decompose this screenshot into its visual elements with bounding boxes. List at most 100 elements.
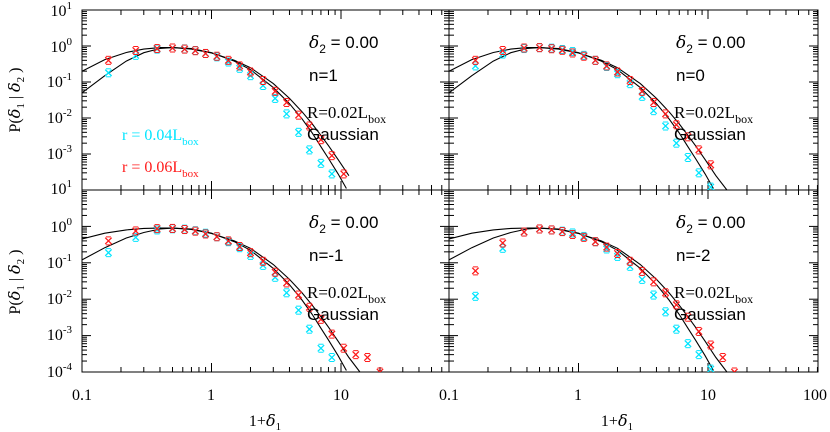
data-point	[649, 277, 658, 287]
data-point	[535, 224, 544, 234]
filter-label: Gaussian	[674, 305, 746, 324]
r-label: R=0.02Lbox	[307, 283, 386, 306]
data-point	[672, 300, 681, 310]
data-point	[695, 350, 703, 360]
data-point	[282, 109, 291, 119]
data-point	[153, 44, 161, 54]
data-point	[638, 274, 646, 284]
data-point	[282, 97, 291, 107]
y-tick-label: 100	[51, 216, 73, 236]
data-point	[471, 55, 480, 65]
x-tick-label: 10	[333, 387, 349, 404]
data-point	[558, 227, 566, 237]
data-point	[104, 248, 113, 258]
panel-frame	[448, 9, 819, 191]
data-point	[213, 232, 221, 242]
panel-ticks	[81, 9, 449, 191]
x-tick-label: 0.1	[439, 387, 459, 404]
data-point	[520, 43, 528, 53]
y-tick-label: 101	[51, 0, 73, 20]
y-tick-label: 101	[51, 178, 73, 198]
data-point	[328, 329, 336, 339]
data-point	[271, 86, 279, 96]
data-point	[246, 67, 255, 77]
filter-label: Gaussian	[307, 125, 379, 144]
data-point	[661, 121, 670, 131]
data-point	[707, 340, 715, 350]
data-point	[568, 229, 577, 239]
y-tick-label: 10-3	[47, 324, 73, 344]
data-point	[259, 76, 267, 86]
x-tick-label: 1	[207, 387, 215, 404]
panel-frame	[81, 189, 450, 373]
data-point	[568, 48, 577, 58]
delta2-label: δ2 = 0.00	[309, 213, 378, 236]
data-point	[661, 307, 670, 317]
data-point	[317, 314, 325, 324]
delta2-label: δ2 = 0.00	[676, 213, 745, 236]
data-point	[305, 121, 314, 131]
data-point	[684, 312, 692, 322]
data-point	[626, 256, 634, 266]
data-point	[282, 278, 291, 288]
y-axis-title: P(δ1 | δ2 )	[5, 67, 27, 132]
data-point	[352, 350, 360, 360]
data-point	[271, 93, 279, 103]
data-point	[236, 243, 244, 253]
data-point	[695, 145, 703, 155]
data-point	[684, 339, 692, 349]
y-tick-label: 10-1	[47, 252, 72, 272]
data-point	[638, 86, 646, 96]
data-point	[132, 45, 140, 55]
data-point	[305, 324, 314, 334]
data-point	[213, 51, 221, 61]
data-point	[305, 302, 314, 312]
n-label: n=-1	[309, 246, 344, 265]
data-point	[340, 169, 348, 179]
data-point	[471, 291, 480, 301]
data-point	[153, 224, 161, 234]
data-point	[191, 226, 199, 236]
data-point	[201, 48, 210, 58]
data-point	[294, 127, 303, 137]
x-axis-title: 1+δ1	[601, 411, 633, 432]
data-point	[328, 353, 336, 363]
data-point	[649, 97, 658, 107]
panel-4-plot	[449, 224, 739, 372]
data-point	[328, 169, 336, 179]
n-label: n=0	[676, 66, 705, 85]
filter-label: Gaussian	[674, 125, 746, 144]
y-tick-label: 10-2	[47, 107, 72, 127]
data-point	[695, 326, 703, 336]
y-tick-label: 10-4	[47, 361, 73, 381]
filter-label: Gaussian	[307, 305, 379, 324]
data-point	[224, 236, 233, 246]
y-tick-label: 10-3	[47, 143, 73, 163]
data-point	[259, 256, 267, 266]
data-point	[603, 242, 611, 252]
data-point	[638, 266, 646, 276]
data-point	[104, 55, 113, 65]
model-curve	[82, 227, 347, 371]
data-point	[672, 120, 681, 130]
data-point	[499, 238, 507, 248]
data-point	[180, 44, 189, 54]
data-point	[271, 267, 279, 277]
data-point	[603, 61, 611, 71]
model-curve	[449, 227, 728, 372]
data-point	[499, 45, 507, 55]
model-curve	[449, 47, 714, 189]
data-point	[580, 51, 588, 61]
data-point	[684, 152, 692, 162]
data-point	[132, 226, 140, 236]
data-point	[201, 229, 210, 239]
data-point	[294, 110, 303, 120]
delta2-label: δ2 = 0.00	[676, 33, 745, 56]
x-axis-title: 1+δ1	[249, 411, 281, 432]
data-point	[376, 367, 384, 372]
data-point	[471, 266, 480, 276]
r-label: R=0.02Lbox	[674, 283, 753, 306]
data-point	[661, 109, 670, 119]
data-point	[317, 343, 325, 353]
data-point	[649, 106, 658, 116]
